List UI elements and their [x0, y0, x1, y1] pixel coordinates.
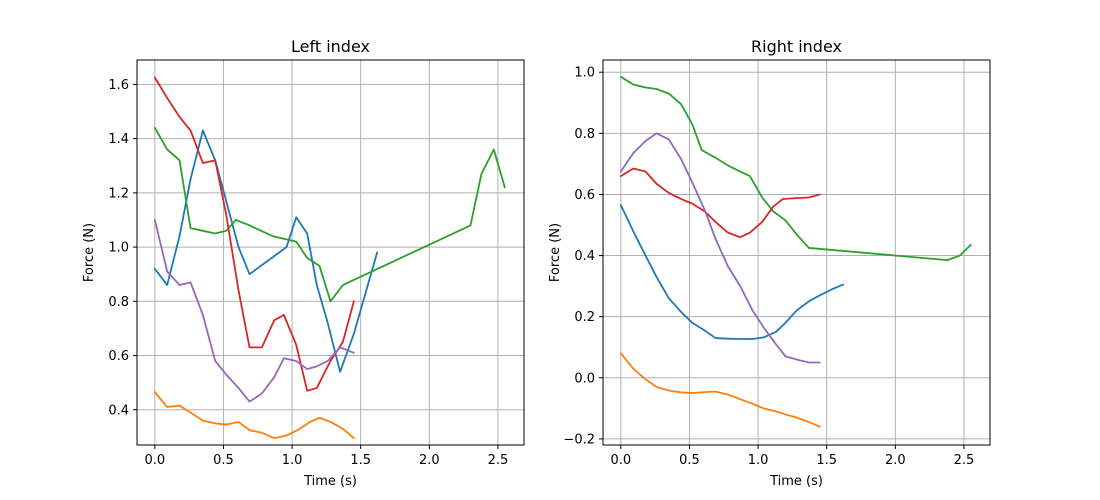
right-x-tick-label: 0.5 [679, 453, 700, 468]
right-series-5-line [619, 132, 821, 364]
left-axes-frame [136, 59, 525, 446]
right-x-tick-label: 1.0 [748, 453, 769, 468]
right-y-tick-label: −0.2 [563, 432, 595, 447]
left-y-tick-label: 1.6 [108, 78, 129, 93]
right-series-4-line [619, 167, 821, 239]
left-y-tick-label: 1.4 [108, 132, 129, 147]
right-x-tick-label: 2.5 [954, 453, 975, 468]
left-series-3-line [153, 126, 506, 303]
left-y-tick-label: 1.0 [108, 241, 129, 256]
right-y-tick-label: 0.2 [574, 310, 595, 325]
right-y-tick-label: 0.6 [574, 188, 595, 203]
right-y-tick-label: 0.4 [574, 249, 595, 264]
left-series-5-line [153, 219, 355, 403]
left-x-tick-label: 2.5 [488, 453, 509, 468]
right-series-3-line [619, 75, 972, 262]
right-x-tick-label: 2.0 [885, 453, 906, 468]
left-series-2-line [153, 391, 355, 440]
right-series-1-line [619, 204, 845, 340]
right-index-plot: 0.0 0.5 1.0 1.5 2.0 2.5 −0.2 0.0 0.2 0.4 0.6 0.8 1.0… [548, 37, 991, 489]
left-y-tick-label: 0.8 [108, 295, 129, 310]
left-index-plot: 0.0 0.5 1.0 1.5 2.0 2.5 0.4 0.6 0.8 1.0 1.2 1.4 1.6 L… [82, 37, 525, 489]
right-x-axis-label: Time (s) [769, 474, 823, 489]
left-x-tick-label: 1.0 [282, 453, 303, 468]
left-series-4-line [153, 76, 355, 392]
left-x-axis-label: Time (s) [303, 474, 357, 489]
left-x-tick-label: 0.0 [144, 453, 165, 468]
left-y-tick-label: 0.4 [108, 403, 129, 418]
right-series-2-line [619, 352, 821, 428]
left-y-axis-label: Force (N) [82, 223, 97, 282]
right-y-tick-label: 0.8 [574, 127, 595, 142]
left-chart-title: Left index [291, 37, 370, 56]
left-series-1-line [153, 129, 379, 373]
right-y-axis-label: Force (N) [548, 223, 563, 282]
right-y-tick-label: 0.0 [574, 371, 595, 386]
left-y-tick-label: 1.2 [108, 186, 129, 201]
right-chart-title: Right index [751, 37, 842, 56]
left-x-tick-label: 1.5 [350, 453, 371, 468]
right-y-tick-label: 1.0 [574, 66, 595, 81]
left-x-tick-label: 2.0 [419, 453, 440, 468]
right-axes-frame [602, 59, 991, 446]
right-x-tick-label: 1.5 [816, 453, 837, 468]
left-y-tick-label: 0.6 [108, 349, 129, 364]
left-x-tick-label: 0.5 [213, 453, 234, 468]
right-x-tick-label: 0.0 [610, 453, 631, 468]
